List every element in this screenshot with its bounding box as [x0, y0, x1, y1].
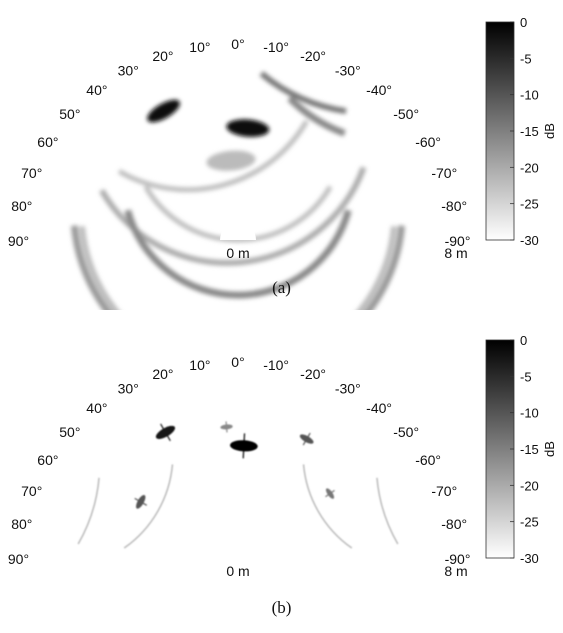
- range-label-min: 0 m: [226, 563, 249, 579]
- colorbar-tick-label: -10: [520, 88, 539, 103]
- colorbar-tick-label: -20: [520, 160, 539, 175]
- colorbar: [485, 21, 515, 241]
- colorbar-tick-label: -30: [520, 233, 539, 248]
- caption-a: (a): [272, 278, 291, 297]
- angle-tick-label: 30°: [118, 380, 139, 396]
- colorbar-tick-label: -20: [520, 478, 539, 493]
- angle-tick-label: 40°: [86, 82, 107, 98]
- echo-arc: [117, 119, 309, 193]
- colorbar-tick-label: 0: [520, 15, 527, 30]
- blob-group: [147, 99, 270, 171]
- angle-tick-label: -90°: [445, 551, 471, 567]
- colorbar-tick-label: -15: [520, 124, 539, 139]
- angle-tick-label: -80°: [441, 198, 467, 214]
- colorbar-tick-label: -25: [520, 515, 539, 530]
- echo-blob: [147, 99, 180, 123]
- angle-tick-label: 40°: [86, 400, 107, 416]
- angle-tick-label: -60°: [415, 134, 441, 150]
- blob-group: [134, 421, 335, 509]
- echo-arc: [123, 464, 174, 549]
- polar-heatmap-b: 90° 80° 70° 60° 50° 40° 30° 20° 10° 0° -10° -20° -30…: [0, 318, 563, 628]
- angle-tick-label: -30°: [335, 380, 361, 396]
- angle-tick-label: 0°: [231, 36, 244, 52]
- colorbar-label: dB: [542, 441, 557, 457]
- angle-tick-label: -50°: [393, 424, 419, 440]
- colorbar-tick-label: -5: [520, 369, 532, 384]
- chart-canvas-a: 90° 80° 70° 60°50° 40° 30° 20° 10° 0° -10° -20° -30…: [8, 15, 557, 380]
- angle-tick-label: 80°: [11, 198, 32, 214]
- colorbar: [485, 339, 515, 559]
- echo-blob-spike: [325, 489, 335, 498]
- echo-arc: [124, 209, 352, 299]
- angle-tick-label: 70°: [21, 483, 42, 499]
- angle-tick-label: 20°: [152, 48, 173, 64]
- echo-arc: [259, 71, 347, 115]
- angle-tick-label: -20°: [300, 48, 326, 64]
- echo-arc: [287, 95, 346, 137]
- angle-tick-label: 90°: [8, 233, 29, 249]
- colorbar-tick-label: -30: [520, 551, 539, 566]
- angle-tick-label: -20°: [300, 366, 326, 382]
- colorbar-tick-label: -25: [520, 197, 539, 212]
- colorbar-tick-label: -5: [520, 51, 532, 66]
- arc-group: [77, 464, 399, 549]
- angle-tick-label: -40°: [366, 82, 392, 98]
- colorbar-tick-label: -15: [520, 442, 539, 457]
- angle-tick-label: 50°: [59, 424, 80, 440]
- echo-blob-spike: [160, 423, 171, 442]
- echo-blob: [206, 150, 256, 171]
- angle-tick-label: -10°: [263, 39, 289, 55]
- polar-heatmap-a: 90° 80° 70° 60° 50° 40° 30° 20° 10° 0° -10° -20° -30…: [0, 0, 563, 380]
- angle-tick-label: -70°: [431, 483, 457, 499]
- angle-tick-label: 10°: [189, 39, 210, 55]
- range-label-max: 8 m: [444, 563, 467, 579]
- echo-blob-spike: [134, 497, 148, 506]
- angle-tick-label: -60°: [415, 452, 441, 468]
- echo-arc: [302, 464, 353, 549]
- arc-group: [70, 71, 406, 380]
- angle-tick-label: 20°: [152, 366, 173, 382]
- sensor-region: [220, 540, 256, 558]
- echo-blob: [226, 119, 270, 137]
- caption-b: (b): [271, 598, 292, 617]
- angle-tick-label: -70°: [431, 165, 457, 181]
- angle-tick-label: 70°: [21, 165, 42, 181]
- range-label-max: 8 m: [444, 245, 467, 261]
- echo-arc: [376, 477, 399, 545]
- echo-blob-spike: [242, 433, 246, 459]
- angle-tick-label: 80°: [11, 516, 32, 532]
- echo-arc: [77, 477, 100, 545]
- angle-tick-label: 30°: [118, 62, 139, 78]
- angle-tick-label: 0°: [231, 354, 244, 370]
- angle-tick-label: -30°: [335, 62, 361, 78]
- sensor-region: [220, 222, 256, 240]
- angle-tick-label: -90°: [445, 233, 471, 249]
- angle-tick-label: -40°: [366, 400, 392, 416]
- colorbar-label: dB: [542, 123, 557, 139]
- angle-tick-label: -80°: [441, 516, 467, 532]
- angle-tick-label: 60°: [37, 452, 58, 468]
- echo-blob-spike: [302, 432, 311, 446]
- chart-canvas-b: 90° 80° 70° 60°50° 40° 30° 20° 10° 0° -10° -20° -30…: [8, 333, 557, 579]
- angle-tick-label: 60°: [37, 134, 58, 150]
- angle-tick-label: 90°: [8, 551, 29, 567]
- angle-tick-label: -50°: [393, 106, 419, 122]
- range-label-min: 0 m: [226, 245, 249, 261]
- angle-tick-label: 50°: [59, 106, 80, 122]
- colorbar-tick-label: -10: [520, 406, 539, 421]
- angle-tick-label: 10°: [189, 357, 210, 373]
- colorbar-tick-label: 0: [520, 333, 527, 348]
- angle-tick-label: -10°: [263, 357, 289, 373]
- echo-blob-spike: [225, 421, 228, 433]
